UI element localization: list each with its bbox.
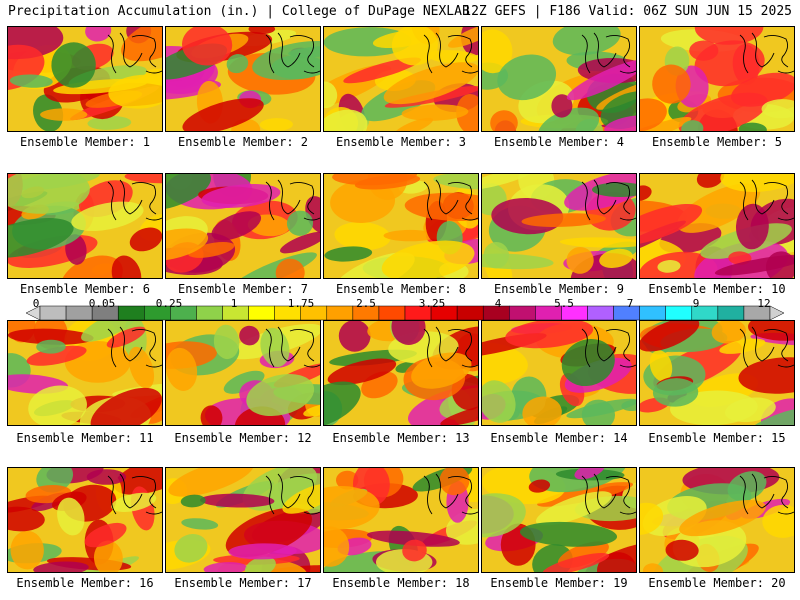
ensemble-member-map	[481, 173, 637, 279]
map-title: Precipitation Accumulation (in.) | Colle…	[8, 4, 470, 19]
colorbar-tick-label: 5.5	[554, 297, 574, 310]
ensemble-member-label: Ensemble Member: 2	[177, 135, 309, 149]
ensemble-member-map	[165, 320, 321, 426]
precipitation-colorbar	[26, 305, 784, 321]
ensemble-member-map	[7, 320, 163, 426]
ensemble-member-label: Ensemble Member: 5	[651, 135, 783, 149]
ensemble-member-map	[165, 26, 321, 132]
ensemble-member-map	[165, 173, 321, 279]
colorbar-tick-label: 7	[626, 297, 634, 310]
ensemble-member-map	[323, 173, 479, 279]
colorbar-tick-label: 0.05	[88, 297, 116, 310]
ensemble-member-label: Ensemble Member: 10	[648, 282, 786, 296]
ensemble-member-map	[481, 26, 637, 132]
ensemble-member-label: Ensemble Member: 7	[177, 282, 309, 296]
ensemble-member-map	[323, 320, 479, 426]
colorbar-tick-label: 3.25	[418, 297, 446, 310]
ensemble-member-label: Ensemble Member: 6	[19, 282, 151, 296]
ensemble-member-map	[323, 467, 479, 573]
colorbar-tick-label: 9	[692, 297, 700, 310]
ensemble-member-map	[7, 26, 163, 132]
colorbar-tick-label: 1	[230, 297, 238, 310]
colorbar-tick-label: 4	[494, 297, 502, 310]
colorbar-tick-label: 1.75	[287, 297, 315, 310]
ensemble-member-map	[639, 173, 795, 279]
ensemble-member-label: Ensemble Member: 20	[648, 576, 786, 590]
colorbar-tick-label: 0.25	[155, 297, 183, 310]
ensemble-member-label: Ensemble Member: 11	[16, 431, 154, 445]
ensemble-member-label: Ensemble Member: 12	[174, 431, 312, 445]
ensemble-member-map	[165, 467, 321, 573]
ensemble-member-map	[639, 467, 795, 573]
ensemble-member-map	[481, 467, 637, 573]
ensemble-member-label: Ensemble Member: 9	[493, 282, 625, 296]
ensemble-member-map	[323, 26, 479, 132]
ensemble-member-map	[7, 173, 163, 279]
ensemble-member-map	[7, 467, 163, 573]
ensemble-member-label: Ensemble Member: 15	[648, 431, 786, 445]
ensemble-member-label: Ensemble Member: 3	[335, 135, 467, 149]
ensemble-member-label: Ensemble Member: 17	[174, 576, 312, 590]
colorbar-tick-label: 12	[757, 297, 771, 310]
ensemble-member-map	[481, 320, 637, 426]
ensemble-member-map	[639, 26, 795, 132]
ensemble-member-label: Ensemble Member: 8	[335, 282, 467, 296]
ensemble-member-label: Ensemble Member: 4	[493, 135, 625, 149]
ensemble-member-label: Ensemble Member: 14	[490, 431, 628, 445]
colorbar-tick-label: 2.5	[356, 297, 376, 310]
ensemble-member-map	[639, 320, 795, 426]
ensemble-member-label: Ensemble Member: 18	[332, 576, 470, 590]
ensemble-member-label: Ensemble Member: 1	[19, 135, 151, 149]
colorbar-tick-label: 0	[32, 297, 40, 310]
ensemble-member-label: Ensemble Member: 13	[332, 431, 470, 445]
model-run-info: 12Z GEFS | F186 Valid: 06Z SUN JUN 15 20…	[463, 4, 792, 19]
ensemble-member-label: Ensemble Member: 19	[490, 576, 628, 590]
ensemble-member-label: Ensemble Member: 16	[16, 576, 154, 590]
